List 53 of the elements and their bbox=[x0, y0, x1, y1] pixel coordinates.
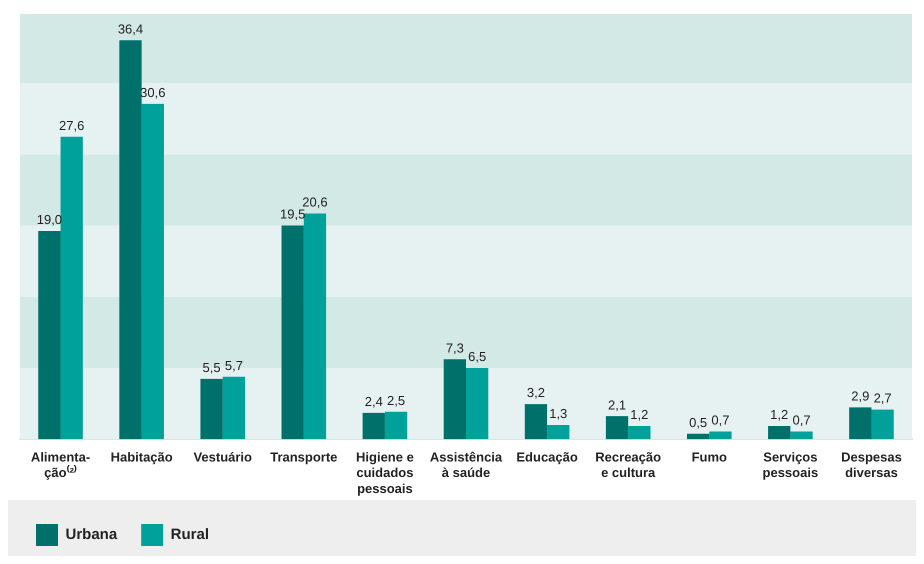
bar bbox=[686, 434, 710, 440]
data-label: 0,5 bbox=[689, 414, 708, 430]
data-label: 2,1 bbox=[608, 397, 626, 412]
bar bbox=[362, 412, 385, 440]
x-tick-label: Despesas diversas bbox=[841, 450, 902, 480]
bar bbox=[384, 412, 408, 440]
data-label: 0,7 bbox=[711, 412, 730, 428]
data-label: 2,4 bbox=[364, 394, 383, 409]
x-tick-label: Assistência à saúde bbox=[430, 450, 503, 480]
x-tick-label: Fumo bbox=[692, 450, 728, 465]
bar bbox=[849, 407, 872, 440]
bar bbox=[60, 136, 83, 440]
data-label: 1,3 bbox=[549, 406, 568, 422]
x-tick-label: Recreação e cultura bbox=[595, 450, 662, 480]
data-label: 1,2 bbox=[630, 407, 648, 422]
data-label: 7,3 bbox=[446, 340, 464, 356]
bar bbox=[547, 424, 570, 440]
data-label: 2,9 bbox=[851, 388, 870, 404]
data-label: 5,5 bbox=[202, 360, 221, 376]
bar bbox=[200, 378, 223, 440]
bar bbox=[709, 432, 732, 440]
bar bbox=[790, 432, 813, 440]
x-tick-label: Habitação bbox=[110, 450, 173, 465]
x-tick-label: Alimenta-ção⁽²⁾ bbox=[30, 450, 90, 480]
data-label: 3,2 bbox=[526, 385, 545, 400]
data-label: 2,7 bbox=[874, 390, 892, 406]
bar bbox=[628, 426, 650, 440]
bar bbox=[282, 226, 304, 440]
data-label: 0,7 bbox=[792, 412, 811, 428]
bar bbox=[524, 404, 548, 440]
data-label: 36,4 bbox=[118, 21, 144, 36]
x-tick-label: Serviços pessoais bbox=[762, 450, 818, 480]
x-tick-label: Vestuário bbox=[193, 450, 252, 465]
bar bbox=[444, 359, 466, 440]
data-label: 2,5 bbox=[387, 392, 406, 408]
bar bbox=[38, 230, 61, 440]
x-tick-label: Transporte bbox=[270, 450, 338, 465]
x-tick-label: Educação bbox=[516, 450, 578, 465]
bar bbox=[304, 213, 326, 440]
bar bbox=[768, 426, 790, 440]
data-label: 6,5 bbox=[468, 349, 486, 364]
bar bbox=[466, 368, 488, 440]
data-label: 5,7 bbox=[224, 358, 243, 373]
legend-label: Rural bbox=[170, 526, 210, 544]
bar bbox=[222, 376, 246, 440]
bar bbox=[606, 416, 628, 440]
bar bbox=[119, 40, 142, 440]
legend-label: Urbana bbox=[66, 526, 118, 544]
data-label: 1,2 bbox=[770, 407, 788, 422]
data-label: 27,6 bbox=[59, 118, 84, 133]
bar bbox=[142, 104, 164, 440]
x-tick-label: Higiene e cuidados pessoais bbox=[356, 450, 414, 496]
bar bbox=[871, 410, 894, 440]
